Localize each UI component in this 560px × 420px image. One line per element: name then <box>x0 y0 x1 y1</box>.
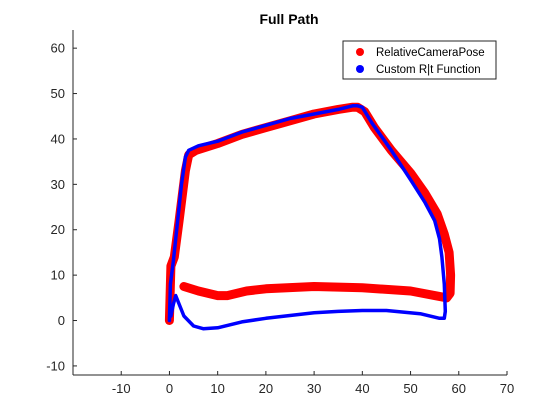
y-tick-label: 50 <box>51 86 65 101</box>
legend-label: Custom R|t Function <box>376 64 481 76</box>
y-tick-label: 30 <box>51 177 65 192</box>
y-tick-label: 0 <box>58 313 65 328</box>
x-tick-label: -10 <box>112 381 131 396</box>
series-path-relative-camera-pose <box>164 102 456 325</box>
x-tick-label: 70 <box>500 381 514 396</box>
y-tick-label: 60 <box>51 41 65 56</box>
legend-label: RelativeCameraPose <box>376 47 485 59</box>
legend-marker <box>356 65 364 73</box>
x-tick-label: 50 <box>403 381 417 396</box>
legend-marker <box>356 48 364 56</box>
x-tick-label: 0 <box>166 381 173 396</box>
legend: RelativeCameraPose Custom R|t Function <box>342 40 497 80</box>
legend-items: RelativeCameraPose Custom R|t Function <box>356 47 485 76</box>
plot-area: -10 0 10 20 30 40 50 60 70 -10 0 10 20 30 40 50 60 <box>46 30 514 396</box>
y-tick-label: 40 <box>51 131 65 146</box>
legend-box <box>342 40 497 80</box>
y-tick-label: 20 <box>51 222 65 237</box>
x-axis-ticks: -10 0 10 20 30 40 50 60 70 <box>112 371 514 396</box>
x-tick-label: 20 <box>259 381 273 396</box>
chart-title: Full Path <box>259 11 318 27</box>
y-axis-ticks: -10 0 10 20 30 40 50 60 <box>46 41 77 373</box>
x-tick-label: 10 <box>210 381 224 396</box>
y-tick-label: 10 <box>51 268 65 283</box>
x-tick-label: 30 <box>307 381 321 396</box>
series-layer <box>164 102 456 331</box>
y-tick-label: -10 <box>46 358 65 373</box>
x-tick-label: 40 <box>355 381 369 396</box>
series-path-custom-rt-function <box>167 104 448 331</box>
axes-background <box>73 30 507 375</box>
x-tick-label: 60 <box>452 381 466 396</box>
